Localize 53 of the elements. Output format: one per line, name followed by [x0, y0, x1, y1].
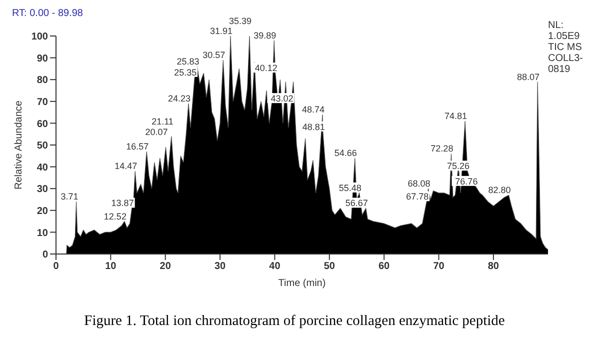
annotation: 39.89: [254, 30, 276, 40]
y-tick-label: 30: [36, 184, 48, 196]
x-tick-label: 60: [378, 261, 390, 272]
annotation: 72.28: [430, 144, 454, 154]
annotation: 48.81: [302, 122, 325, 132]
annotation: 12.52: [104, 211, 126, 222]
annotation: 40.12: [254, 63, 278, 74]
y-tick-label: 50: [36, 140, 48, 152]
x-tick-label: 20: [160, 261, 172, 272]
annotation: 74.81: [444, 111, 468, 122]
y-tick-label: 40: [36, 162, 48, 174]
annotation: 88.07: [517, 72, 540, 82]
annotation: 68.08: [408, 178, 430, 189]
annotation: 82.80: [488, 185, 511, 196]
x-tick-label: 30: [214, 261, 226, 272]
annotation: 56.67: [345, 198, 368, 208]
annotation: 25.35: [174, 67, 197, 78]
annotation: 55.48: [338, 182, 362, 193]
annotation: 24.23: [168, 94, 190, 104]
annotation: 67.78: [406, 192, 429, 202]
y-tick-label: 80: [36, 75, 48, 86]
x-tick-label: 10: [105, 261, 117, 272]
y-axis-title: Relative Abundance: [14, 100, 25, 190]
x-axis-title: Time (min): [278, 278, 326, 289]
annotation: 35.39: [228, 16, 252, 26]
annotation: 54.66: [334, 148, 357, 158]
text: NL: 1.05E9 TIC MS COLL3-0819: [548, 20, 584, 75]
annotation: 31.91: [210, 26, 232, 36]
annotation: 3.71: [60, 192, 78, 202]
x-tick-label: 40: [269, 261, 281, 272]
x-tick-label: 70: [433, 261, 445, 272]
text: RT: 0.00 - 89.98: [12, 8, 83, 19]
y-tick-label: 100: [31, 32, 48, 43]
annotation: 25.83: [176, 56, 200, 67]
y-tick-label: 60: [36, 118, 48, 130]
annotation: 21.11: [152, 116, 174, 126]
annotation: 14.47: [114, 161, 138, 172]
annotation: 16.57: [126, 142, 149, 152]
caption: Figure 1. Total ion chromatogram of porcine collagen enzymatic peptide: [83, 313, 506, 330]
annotation: 76.76: [455, 176, 478, 186]
annotation: 30.57: [202, 50, 226, 60]
y-tick-label: 0: [42, 250, 48, 261]
x-tick-label: 0: [53, 261, 60, 272]
y-tick-label: 90: [36, 53, 48, 64]
annotation: 48.74: [302, 104, 325, 114]
annotation: 13.87: [111, 198, 134, 208]
annotation: 20.07: [145, 127, 168, 138]
annotation: 43.02: [270, 94, 294, 104]
x-tick-label: 80: [488, 261, 500, 272]
y-tick-label: 10: [36, 228, 48, 239]
y-tick-label: 20: [36, 206, 48, 217]
y-tick-label: 70: [36, 96, 48, 108]
x-tick-label: 50: [324, 261, 336, 272]
